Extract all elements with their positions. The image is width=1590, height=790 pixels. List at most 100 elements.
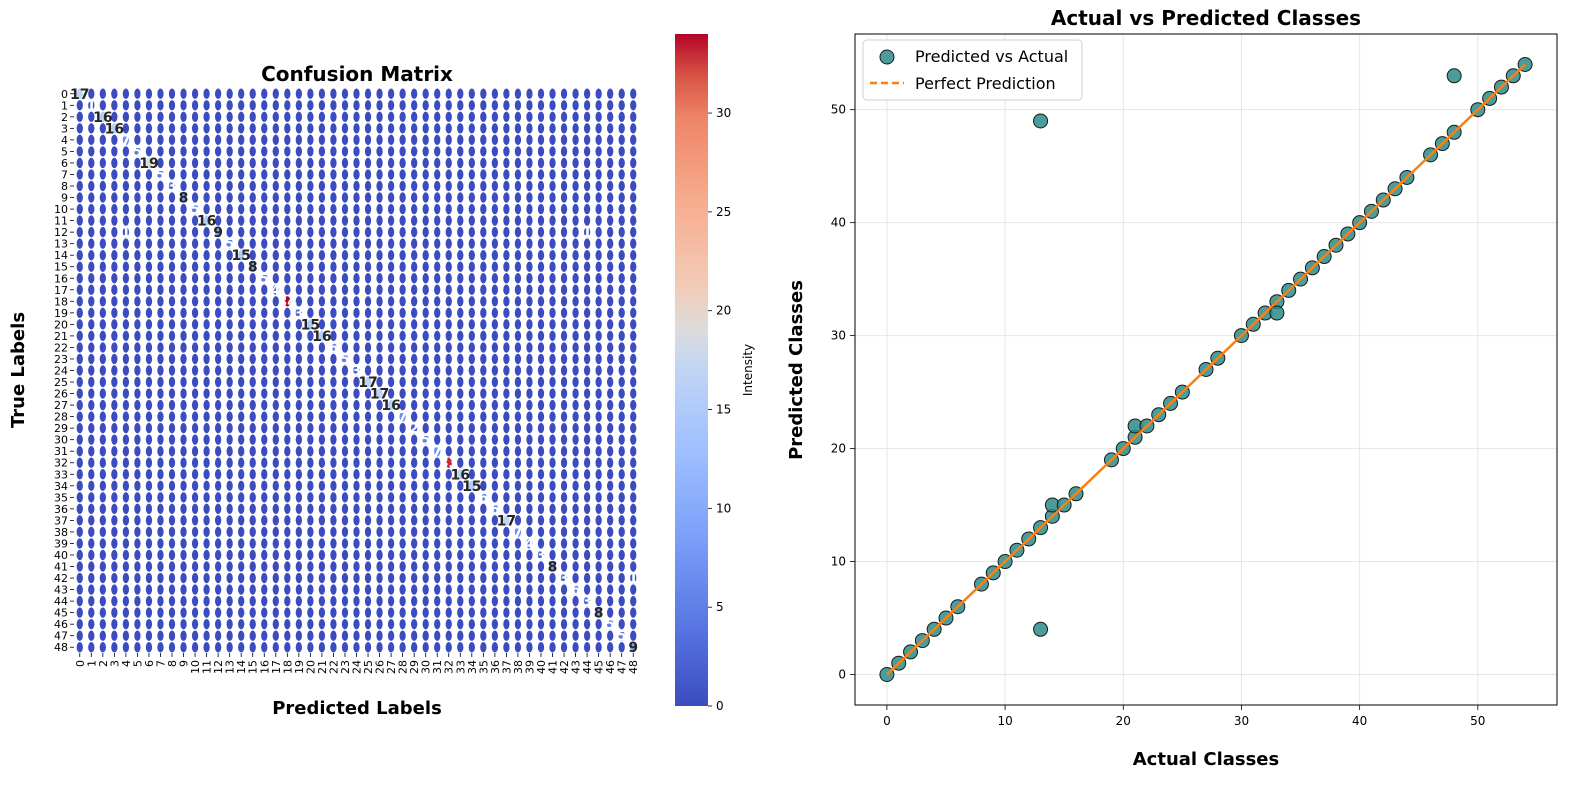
heatmap-cell (191, 445, 199, 458)
heatmap-cell (248, 318, 257, 331)
heatmap-cell (560, 526, 568, 538)
heatmap-cell (617, 272, 626, 285)
heatmap-cell (191, 641, 199, 654)
heatmap-cell (479, 318, 488, 331)
heatmap-cell (444, 237, 453, 250)
heatmap-cell (375, 641, 384, 654)
heatmap-cell (110, 491, 119, 504)
heatmap-cell (214, 387, 222, 400)
heatmap-cell (110, 364, 119, 377)
heatmap-cell (145, 468, 153, 481)
heatmap-cell (387, 479, 395, 492)
heatmap-cell (145, 111, 153, 123)
heatmap-cell (168, 295, 176, 308)
heatmap-cell (133, 376, 142, 388)
heatmap-cell (548, 157, 557, 169)
heatmap-cell (168, 629, 176, 642)
heatmap-cell (179, 249, 188, 262)
heatmap-cell (272, 122, 280, 135)
heatmap-cell (225, 283, 234, 296)
scatter-x-tick-label: 10 (997, 714, 1012, 728)
heatmap-cell (606, 87, 614, 100)
heatmap-cell (99, 272, 107, 285)
heatmap-cell (456, 445, 465, 458)
heatmap-cell (398, 479, 407, 492)
y-tick-label: 27 (54, 399, 68, 412)
heatmap-cell (398, 330, 407, 342)
heatmap-cell (444, 560, 453, 573)
heatmap-cell (110, 134, 119, 146)
heatmap-cell (237, 583, 245, 596)
heatmap-cell (156, 560, 165, 573)
heatmap-cell (444, 364, 453, 377)
heatmap-cell (444, 180, 453, 192)
heatmap-cell (629, 122, 637, 135)
heatmap-cell (479, 376, 488, 388)
heatmap-annotation: 15 (301, 317, 320, 333)
heatmap-cell (617, 307, 626, 319)
heatmap-cell (329, 641, 338, 654)
heatmap-cell (537, 307, 545, 319)
heatmap-cell (168, 237, 176, 250)
heatmap-cell (99, 157, 107, 169)
heatmap-cell (479, 134, 488, 146)
heatmap-cell (433, 157, 441, 169)
heatmap-cell (295, 572, 303, 584)
heatmap-cell (617, 353, 626, 365)
heatmap-cell (387, 456, 395, 469)
heatmap-cell (548, 549, 557, 561)
heatmap-cell (352, 641, 361, 654)
heatmap-cell (433, 549, 441, 561)
heatmap-cell (110, 445, 119, 458)
heatmap-cell (444, 260, 453, 273)
heatmap-cell (260, 237, 269, 250)
heatmap-cell (110, 503, 119, 515)
heatmap-cell (156, 445, 165, 458)
heatmap-cell (202, 606, 211, 619)
heatmap-cell (191, 618, 199, 630)
heatmap-cell (122, 272, 130, 285)
heatmap-cell (76, 214, 84, 227)
x-tick-label: 19 (293, 660, 306, 674)
heatmap-cell (283, 433, 292, 446)
heatmap-cell (179, 111, 188, 123)
heatmap-cell (421, 99, 430, 112)
heatmap-cell (191, 145, 199, 158)
heatmap-cell (444, 87, 453, 100)
heatmap-cell (87, 583, 96, 596)
heatmap-cell (410, 583, 418, 596)
heatmap-cell (410, 456, 418, 469)
heatmap-cell (606, 214, 614, 227)
heatmap-cell (456, 203, 465, 215)
heatmap-cell (191, 203, 199, 215)
heatmap-cell (295, 641, 303, 654)
heatmap-cell (122, 157, 130, 169)
heatmap-cell (295, 260, 303, 273)
heatmap-cell (272, 191, 280, 204)
heatmap-cell (352, 433, 361, 446)
heatmap-cell (110, 572, 119, 584)
heatmap-cell (548, 410, 557, 423)
heatmap-cell (341, 606, 349, 619)
heatmap-cell (237, 595, 245, 607)
heatmap-cell (214, 376, 222, 388)
heatmap-cell (248, 468, 257, 481)
heatmap-cell (583, 422, 591, 434)
heatmap-cell (387, 353, 395, 365)
heatmap-cell (306, 364, 315, 377)
heatmap-cell (272, 283, 280, 296)
heatmap-cell (272, 168, 280, 181)
heatmap-cell (421, 249, 430, 262)
heatmap-cell (341, 237, 349, 250)
heatmap-cell (502, 422, 511, 434)
heatmap-cell (283, 479, 292, 492)
heatmap-cell (398, 595, 407, 607)
heatmap-cell (525, 307, 534, 319)
heatmap-cell (629, 641, 637, 654)
heatmap-cell (306, 641, 315, 654)
heatmap-cell (341, 307, 349, 319)
scatter-x-tick-label: 30 (1234, 714, 1249, 728)
heatmap-cell (272, 410, 280, 423)
x-tick-label: 6 (143, 660, 156, 667)
heatmap-cell (548, 537, 557, 550)
